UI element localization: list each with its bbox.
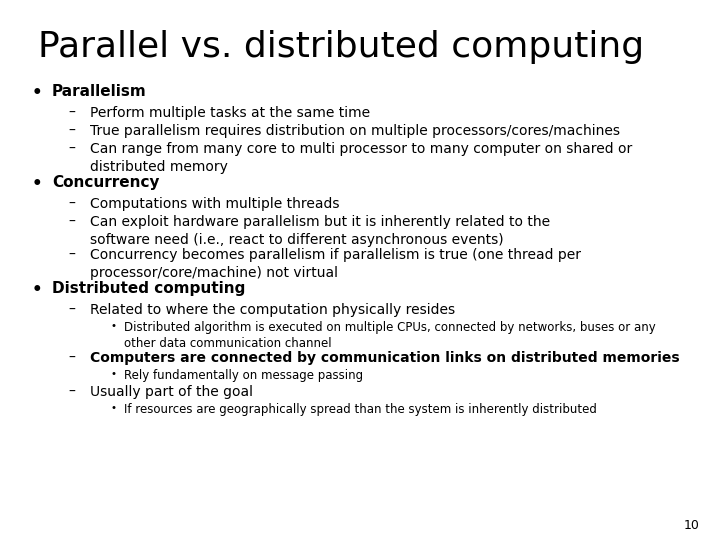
Text: •: • [110,321,116,331]
Text: –: – [68,215,75,229]
Text: Related to where the computation physically resides: Related to where the computation physica… [90,303,455,317]
Text: Perform multiple tasks at the same time: Perform multiple tasks at the same time [90,106,370,120]
Text: Computations with multiple threads: Computations with multiple threads [90,197,340,211]
Text: –: – [68,197,75,211]
Text: •: • [110,403,116,413]
Text: –: – [68,351,75,365]
Text: Can exploit hardware parallelism but it is inherently related to the: Can exploit hardware parallelism but it … [90,215,550,229]
Text: Usually part of the goal: Usually part of the goal [90,385,253,399]
Text: software need (i.e., react to different asynchronous events): software need (i.e., react to different … [90,233,503,247]
Text: Can range from many core to multi processor to many computer on shared or: Can range from many core to multi proces… [90,142,632,156]
Text: •: • [32,281,42,299]
Text: Rely fundamentally on message passing: Rely fundamentally on message passing [124,369,363,382]
Text: –: – [68,248,75,262]
Text: •: • [110,369,116,379]
Text: If resources are geographically spread than the system is inherently distributed: If resources are geographically spread t… [124,403,597,416]
Text: –: – [68,385,75,399]
Text: Concurrency becomes parallelism if parallelism is true (one thread per: Concurrency becomes parallelism if paral… [90,248,581,262]
Text: processor/core/machine) not virtual: processor/core/machine) not virtual [90,266,338,280]
Text: –: – [68,303,75,317]
Text: True parallelism requires distribution on multiple processors/cores/machines: True parallelism requires distribution o… [90,124,620,138]
Text: distributed memory: distributed memory [90,160,228,174]
Text: other data communication channel: other data communication channel [124,337,332,350]
Text: –: – [68,142,75,156]
Text: Computers are connected by communication links on distributed memories: Computers are connected by communication… [90,351,680,365]
Text: Concurrency: Concurrency [52,175,160,190]
Text: Parallel vs. distributed computing: Parallel vs. distributed computing [38,30,644,64]
Text: •: • [32,84,42,102]
Text: •: • [32,175,42,193]
Text: –: – [68,106,75,120]
Text: Distributed algorithm is executed on multiple CPUs, connected by networks, buses: Distributed algorithm is executed on mul… [124,321,656,334]
Text: 10: 10 [684,519,700,532]
Text: Distributed computing: Distributed computing [52,281,246,296]
Text: –: – [68,124,75,138]
Text: Parallelism: Parallelism [52,84,147,99]
